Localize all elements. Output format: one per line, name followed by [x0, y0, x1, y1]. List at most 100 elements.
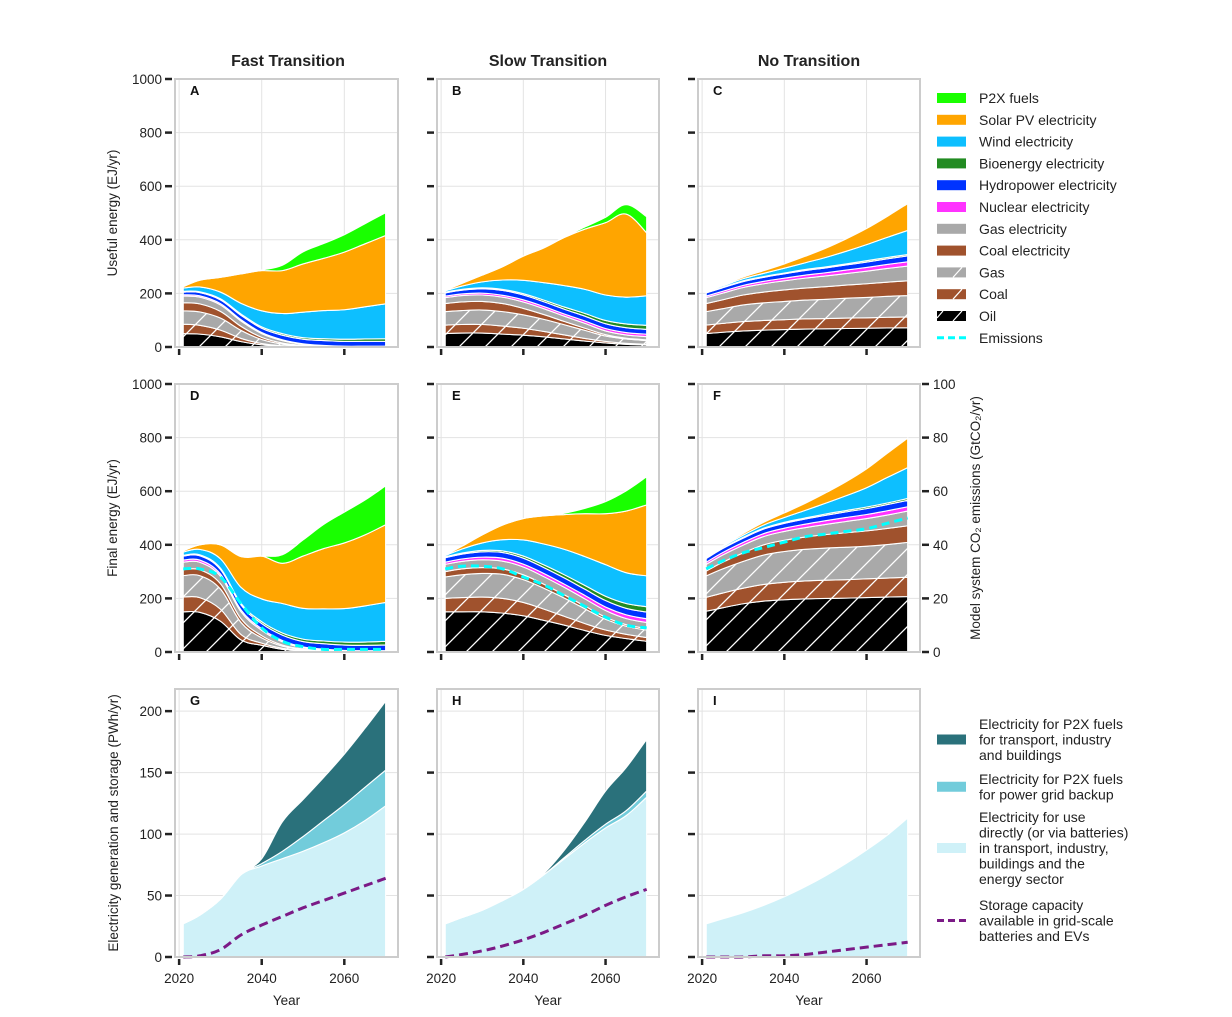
y-tick-label: 400: [139, 538, 162, 553]
area-p2x-fuels: [183, 211, 387, 288]
legend-label-line: available in grid-scale: [979, 913, 1114, 929]
y-axis-label: Useful energy (EJ/yr): [105, 150, 120, 277]
area-electricity-for-p2x-fuels-for-transport-industry-and-buildings: [445, 737, 648, 925]
legend-label-line: energy sector: [979, 871, 1064, 887]
legend-label-line: for transport, industry: [979, 732, 1111, 748]
storage-capacity-line: [183, 876, 387, 959]
legend-label: Solar PV electricity: [979, 112, 1096, 128]
panel-i: 2020 2040 2060 I Year: [687, 688, 921, 1008]
panel-f: 0 20 40 60 80 100 Model system CO₂ emissions (…: [688, 377, 983, 660]
legend-label-line: for power grid backup: [979, 787, 1114, 803]
area-p2x-fuels: [444, 475, 648, 556]
legend-swatch: [937, 93, 966, 103]
legend-energy-sources: P2X fuels Solar PV electricity Wind electr…: [936, 90, 1117, 346]
legend-item-coal-electricity: Coal electricity: [937, 243, 1070, 259]
y-right-tick-label: 0: [933, 645, 941, 660]
y-tick-label: 1000: [132, 72, 162, 87]
legend-swatch: [937, 245, 966, 256]
panel-letter: C: [713, 83, 723, 98]
hatch-gas: [445, 573, 647, 638]
legend-swatch: [937, 734, 966, 745]
y-tick-label: 200: [139, 591, 162, 606]
legend-label-line: batteries and EVs: [979, 928, 1090, 944]
y-tick-label: 600: [139, 484, 162, 499]
legend-label: Coal electricity: [979, 243, 1070, 259]
panel-letter: A: [190, 83, 200, 98]
legend-label: Oil: [979, 308, 996, 324]
panel-g: 2020 2040 2060 0 50 100 150 200 G Electricity gen…: [106, 688, 399, 1008]
legend-swatch: [937, 267, 966, 278]
panel-a: 0 200 400 600 800 1000 A Useful energy (EJ/yr): [105, 72, 399, 355]
legend-item-bioenergy-electricity: Bioenergy electricity: [937, 155, 1104, 171]
legend-label: Gas electricity: [979, 221, 1067, 237]
area-electricity-for-p2x-fuels-for-transport-industry-and-buildings: [183, 699, 387, 925]
x-axis-label: Year: [795, 993, 823, 1008]
legend-swatch: [937, 311, 966, 321]
y-right-axis-label: Model system CO₂ emissions (GtCO₂/yr): [968, 396, 983, 640]
legend-item-solar-pv-electricity: Solar PV electricity: [937, 112, 1096, 128]
x-tick-label: 2060: [852, 971, 882, 986]
y-tick-label: 800: [139, 126, 162, 141]
hatch-gas: [183, 574, 386, 653]
legend-label-line: Storage capacity: [979, 897, 1083, 913]
panel-d: 0 200 400 600 800 1000 D Final energy (EJ/yr): [105, 377, 399, 660]
legend-item-gas-electricity: Gas electricity: [937, 221, 1067, 237]
y-tick-label: 0: [154, 645, 162, 660]
legend-item-hydropower-electricity: Hydropower electricity: [937, 177, 1117, 193]
legend-hatch: [952, 310, 963, 322]
y-tick-label: 800: [139, 431, 162, 446]
y-tick-label: 0: [154, 340, 162, 355]
y-right-tick-label: 40: [933, 538, 948, 553]
legend-label: Emissions: [979, 330, 1043, 346]
plot-frame: [174, 383, 399, 653]
title-slow-transition: Slow Transition: [489, 53, 607, 70]
legend-item-nuclear-electricity: Nuclear electricity: [937, 199, 1089, 215]
x-tick-label: 2020: [426, 971, 456, 986]
y-tick-label: 200: [139, 704, 162, 719]
hatch-gas: [183, 310, 386, 348]
panel-letter: B: [452, 83, 461, 98]
legend-label-line: in transport, industry,: [979, 840, 1109, 856]
x-tick-label: 2040: [508, 971, 538, 986]
legend-label: Coal: [979, 286, 1008, 302]
panel-letter: D: [190, 388, 199, 403]
plot-frame: [436, 383, 660, 653]
legend-item-p2x-fuels: P2X fuels: [937, 90, 1039, 106]
y-tick-label: 200: [139, 286, 162, 301]
area-electricity-for-use-directly-or-via-batteries-in-transport-industry-buildings-and-the-energy-sector: [705, 816, 909, 958]
legend-item-wind-electricity: Wind electricity: [937, 134, 1073, 150]
hatch-coal: [183, 324, 386, 348]
panel-letter: F: [713, 388, 721, 403]
title-fast-transition: Fast Transition: [231, 53, 345, 70]
legend-swatch: [937, 136, 966, 147]
legend-label: Bioenergy electricity: [979, 155, 1104, 171]
x-tick-label: 2060: [329, 971, 359, 986]
y-tick-label: 50: [147, 889, 162, 904]
hatch-oil: [706, 596, 908, 652]
legend-swatch: [937, 180, 966, 191]
legend-swatch: [937, 158, 966, 169]
panel-letter: H: [452, 693, 461, 708]
emissions-line: [444, 564, 647, 630]
plot-frame: [697, 688, 921, 958]
emissions-line: [705, 516, 909, 571]
panel-letter: I: [713, 693, 717, 708]
plot-frame: [697, 78, 921, 348]
emissions-line: [183, 566, 386, 652]
legend-swatch: [937, 843, 966, 853]
panel-b: B: [427, 77, 660, 355]
hatch-gas: [706, 295, 908, 326]
column-titles: Fast Transition Slow Transition No Trans…: [231, 53, 860, 70]
hatch-oil: [445, 611, 647, 652]
legend-label-line: buildings and the: [979, 856, 1085, 872]
panel-letter: E: [452, 388, 461, 403]
panel-e: E: [427, 382, 660, 660]
legend-label: P2X fuels: [979, 90, 1039, 106]
hatch-coal: [445, 324, 647, 346]
legend-hatch: [952, 266, 963, 278]
plot-frame: [436, 78, 660, 348]
